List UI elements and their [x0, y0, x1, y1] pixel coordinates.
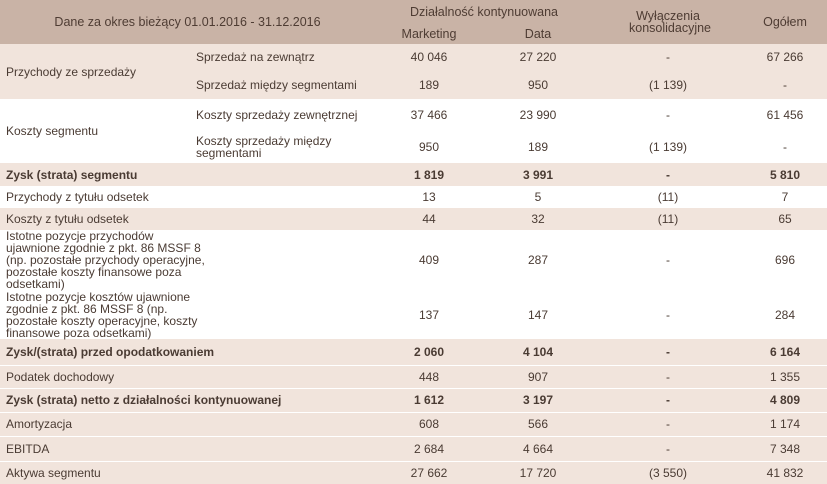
continued-ops-header: Działalność kontynuowana	[375, 0, 594, 24]
cell-marketing: 608	[375, 411, 483, 436]
marketing-header: Marketing	[375, 24, 483, 44]
cell-marketing: 1 819	[375, 163, 483, 186]
cell-marketing: 1 612	[375, 387, 483, 412]
total-header: Ogółem	[743, 0, 827, 44]
cell-data: 907	[483, 364, 594, 388]
cell-data: 5	[483, 186, 594, 208]
row-label: Amortyzacja	[0, 411, 375, 436]
cell-total: 7 348	[743, 435, 827, 461]
cell-marketing: 409	[375, 230, 483, 291]
cell-elim: (11)	[593, 186, 744, 208]
table-row: Koszty z tytułu odsetek 44 32 (11) 65	[0, 208, 827, 230]
row-label: Aktywa segmentu	[0, 460, 375, 484]
cell-data: 3 991	[483, 163, 594, 186]
data-header: Data	[483, 24, 594, 44]
table-row: Koszty sprzedaży między segmentami 950 1…	[0, 131, 827, 163]
cell-marketing: 37 466	[375, 99, 483, 131]
cell-elim: -	[593, 230, 744, 291]
table-row: Podatek dochodowy 448 907 - 1 355	[0, 364, 827, 388]
table-row: Zysk (strata) netto z działalności konty…	[0, 387, 827, 412]
cell-data: 23 990	[483, 99, 594, 131]
cell-data: 287	[483, 230, 594, 291]
cell-marketing: 44	[375, 208, 483, 230]
table-row: Istotne pozycje przychodów ujawnione zgo…	[0, 230, 827, 291]
cell-marketing: 950	[375, 131, 483, 163]
cell-total: 67 266	[743, 44, 827, 70]
cell-data: 566	[483, 411, 594, 436]
cell-total: 7	[743, 186, 827, 208]
row-label: Koszty z tytułu odsetek	[0, 208, 375, 230]
row-label: Istotne pozycje kosztów ujawnione zgodni…	[0, 290, 375, 339]
cell-elim: -	[593, 163, 744, 186]
cell-total: 4 809	[743, 387, 827, 412]
row-label: Zysk (strata) netto z działalności konty…	[0, 387, 375, 412]
cell-marketing: 2 060	[375, 339, 483, 365]
cell-elim: -	[593, 435, 744, 461]
cell-marketing: 189	[375, 70, 483, 99]
table-row: Amortyzacja 608 566 - 1 174	[0, 411, 827, 436]
table-row: Koszty segmentu Koszty sprzedaży zewnętr…	[0, 99, 827, 163]
cell-total: 6 164	[743, 339, 827, 365]
sub-label: Sprzedaż na zewnątrz	[190, 44, 375, 70]
cell-elim: -	[593, 290, 744, 339]
cell-total: 41 832	[743, 460, 827, 484]
cell-total: 1 355	[743, 364, 827, 388]
row-label: Zysk/(strata) przed opodatkowaniem	[0, 339, 375, 365]
cell-elim: (1 139)	[593, 70, 744, 99]
row-label: Przychody z tytułu odsetek	[0, 186, 375, 208]
cell-data: 4 104	[483, 339, 594, 365]
cell-data: 32	[483, 208, 594, 230]
cell-data: 3 197	[483, 387, 594, 412]
cell-data: 147	[483, 290, 594, 339]
cell-data: 17 720	[483, 460, 594, 484]
table-row: Przychody ze sprzedaży Sprzedaż na zewną…	[0, 44, 827, 99]
cell-elim: -	[593, 339, 744, 365]
cell-total: -	[743, 131, 827, 163]
cell-marketing: 13	[375, 186, 483, 208]
cell-marketing: 27 662	[375, 460, 483, 484]
table-row: EBITDA 2 684 4 664 - 7 348	[0, 435, 827, 461]
cell-elim: -	[593, 99, 744, 131]
cell-data: 27 220	[483, 44, 594, 70]
table-row: Przychody z tytułu odsetek 13 5 (11) 7	[0, 186, 827, 208]
cell-marketing: 2 684	[375, 435, 483, 461]
cell-data: 4 664	[483, 435, 594, 461]
cell-marketing: 137	[375, 290, 483, 339]
row-label: Zysk (strata) segmentu	[0, 163, 375, 186]
cell-total: -	[743, 70, 827, 99]
cell-total: 696	[743, 230, 827, 291]
cell-total: 284	[743, 290, 827, 339]
cell-elim: -	[593, 387, 744, 412]
cell-data: 189	[483, 131, 594, 163]
row-label: Istotne pozycje przychodów ujawnione zgo…	[0, 230, 375, 291]
cell-total: 1 174	[743, 411, 827, 436]
cell-elim: (1 139)	[593, 131, 744, 163]
cell-data: 950	[483, 70, 594, 99]
table-row: Zysk (strata) segmentu 1 819 3 991 - 5 8…	[0, 163, 827, 186]
group-label: Koszty segmentu	[0, 99, 190, 163]
sub-label: Koszty sprzedaży między segmentami	[190, 131, 375, 163]
cell-marketing: 448	[375, 364, 483, 388]
table-row: Istotne pozycje kosztów ujawnione zgodni…	[0, 290, 827, 339]
group-label: Przychody ze sprzedaży	[0, 44, 190, 99]
cell-total: 61 456	[743, 99, 827, 131]
sub-label: Sprzedaż między segmentami	[190, 70, 375, 99]
table-row: Sprzedaż między segmentami 189 950 (1 13…	[0, 70, 827, 99]
table-row: Zysk/(strata) przed opodatkowaniem 2 060…	[0, 339, 827, 365]
cell-total: 5 810	[743, 163, 827, 186]
cell-marketing: 40 046	[375, 44, 483, 70]
cell-elim: -	[593, 364, 744, 388]
cell-elim: -	[593, 44, 744, 70]
cell-total: 65	[743, 208, 827, 230]
row-label: EBITDA	[0, 435, 375, 461]
table-row: Aktywa segmentu 27 662 17 720 (3 550) 41…	[0, 460, 827, 484]
cell-elim: (3 550)	[593, 460, 744, 484]
eliminations-header: Wyłączenia konsolidacyjne	[593, 0, 744, 44]
row-label: Podatek dochodowy	[0, 364, 375, 388]
cell-elim: -	[593, 411, 744, 436]
period-header: Dane za okres bieżący 01.01.2016 - 31.12…	[0, 0, 375, 44]
sub-label: Koszty sprzedaży zewnętrznej	[190, 99, 375, 131]
cell-elim: (11)	[593, 208, 744, 230]
